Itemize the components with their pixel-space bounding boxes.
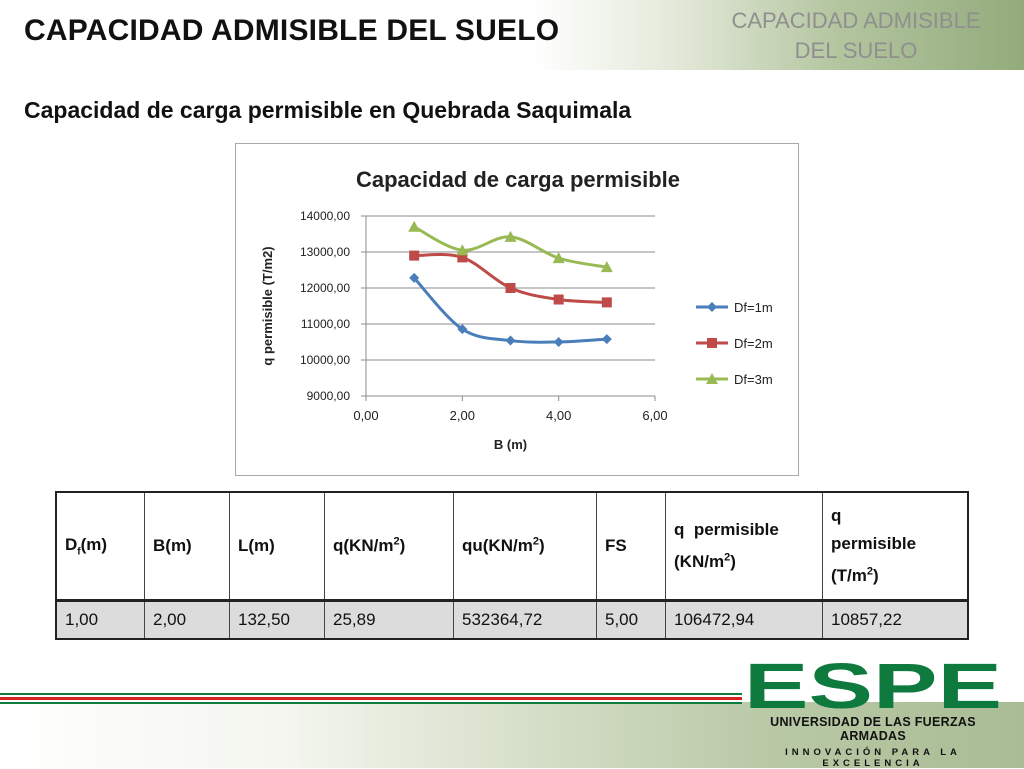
- data-point-series-2: [601, 297, 612, 308]
- x-tick-label: 0,00: [353, 408, 378, 423]
- cell-b: 2,00: [144, 600, 230, 640]
- y-tick-label: 12000,00: [300, 281, 350, 295]
- x-tick-label: 6,00: [642, 408, 667, 423]
- cell-q: 25,89: [324, 600, 454, 640]
- cell-l: 132,50: [229, 600, 325, 640]
- logo-university-name: UNIVERSIDAD DE LAS FUERZAS ARMADAS: [770, 715, 976, 743]
- legend-marker-3: [706, 373, 718, 384]
- y-tick-label: 9000,00: [307, 389, 351, 403]
- header-q-permisible-kn: q permisible (KN/m2): [665, 491, 823, 602]
- espe-logo: ESPE UNIVERSIDAD DE LAS FUERZAS ARMADAS …: [742, 655, 1004, 769]
- y-axis-label: q permisible (T/m2): [260, 246, 275, 365]
- data-point-series-2: [457, 252, 468, 263]
- line-chart: Capacidad de carga permisible 9000,00 1000…: [260, 167, 773, 452]
- data-point-series-3: [504, 230, 517, 242]
- y-tick-label: 10000,00: [300, 353, 350, 367]
- data-point-series-3: [552, 252, 565, 264]
- cell-q-permisible-t: 10857,22: [822, 600, 969, 640]
- cell-df: 1,00: [55, 600, 145, 640]
- y-tick-label: 13000,00: [300, 245, 350, 259]
- header-qu: qu(KN/m2): [453, 491, 597, 602]
- legend-marker-1: [707, 302, 717, 312]
- cell-q-permisible-kn: 106472,94: [665, 600, 823, 640]
- legend-label-3: Df=3m: [734, 372, 773, 387]
- logo-tagline: INNOVACIÓN PARA LA EXCELENCIA: [785, 747, 961, 769]
- x-tick-label: 4,00: [546, 408, 571, 423]
- chart-frame: Capacidad de carga permisible 9000,00 1000…: [235, 143, 799, 476]
- data-point-series-3: [408, 220, 421, 232]
- x-tick-label: 2,00: [450, 408, 475, 423]
- slide-subtitle: Capacidad de carga permisible en Quebrad…: [24, 97, 632, 123]
- data-point-series-1: [409, 272, 420, 283]
- header-df: Df(m): [55, 491, 145, 602]
- y-tick-label: 11000,00: [301, 317, 350, 331]
- data-point-series-3: [600, 261, 613, 273]
- data-point-series-2: [505, 283, 516, 293]
- section-label: CAPACIDAD ADMISIBLE DEL SUELO: [706, 6, 1006, 66]
- data-point-series-2: [553, 294, 564, 305]
- x-axis-label: B (m): [494, 437, 527, 452]
- legend-label-2: Df=2m: [734, 336, 773, 351]
- footer-stripe-red: [0, 697, 742, 700]
- data-point-series-1: [457, 324, 468, 335]
- y-tick-label: 14000,00: [300, 209, 350, 223]
- data-table: Df(m) B(m) L(m) q(KN/m2) qu(KN/m2) FS q …: [55, 491, 969, 640]
- table-header-row: Df(m) B(m) L(m) q(KN/m2) qu(KN/m2) FS q …: [55, 491, 969, 602]
- cell-fs: 5,00: [596, 600, 666, 640]
- header-q: q(KN/m2): [324, 491, 454, 602]
- data-point-series-3: [456, 244, 469, 256]
- footer-band: [0, 702, 1024, 768]
- table-row: 1,00 2,00 132,50 25,89 532364,72 5,00 10…: [55, 600, 969, 640]
- data-point-series-1: [553, 337, 564, 347]
- section-label-line2: DEL SUELO: [794, 38, 918, 63]
- espe-wordmark: ESPE: [744, 655, 1002, 713]
- page-title: CAPACIDAD ADMISIBLE DEL SUELO: [24, 14, 560, 47]
- data-point-series-1: [601, 334, 612, 345]
- section-label-line1: CAPACIDAD ADMISIBLE: [731, 8, 981, 33]
- chart-title: Capacidad de carga permisible: [356, 167, 680, 192]
- header-b: B(m): [144, 491, 230, 602]
- header-fs: FS: [596, 491, 666, 602]
- header-l: L(m): [229, 491, 325, 602]
- header-q-permisible-t: q permisible (T/m2): [822, 491, 969, 602]
- footer-stripe-green-bottom: [0, 702, 742, 704]
- header-band: [0, 0, 1024, 70]
- footer-stripe-green-top: [0, 693, 742, 695]
- cell-qu: 532364,72: [453, 600, 597, 640]
- legend-marker-2: [707, 338, 717, 348]
- legend-label-1: Df=1m: [734, 300, 773, 315]
- data-point-series-2: [409, 250, 420, 261]
- espe-wordmark-text: ESPE: [744, 655, 1002, 713]
- data-point-series-1: [505, 335, 516, 346]
